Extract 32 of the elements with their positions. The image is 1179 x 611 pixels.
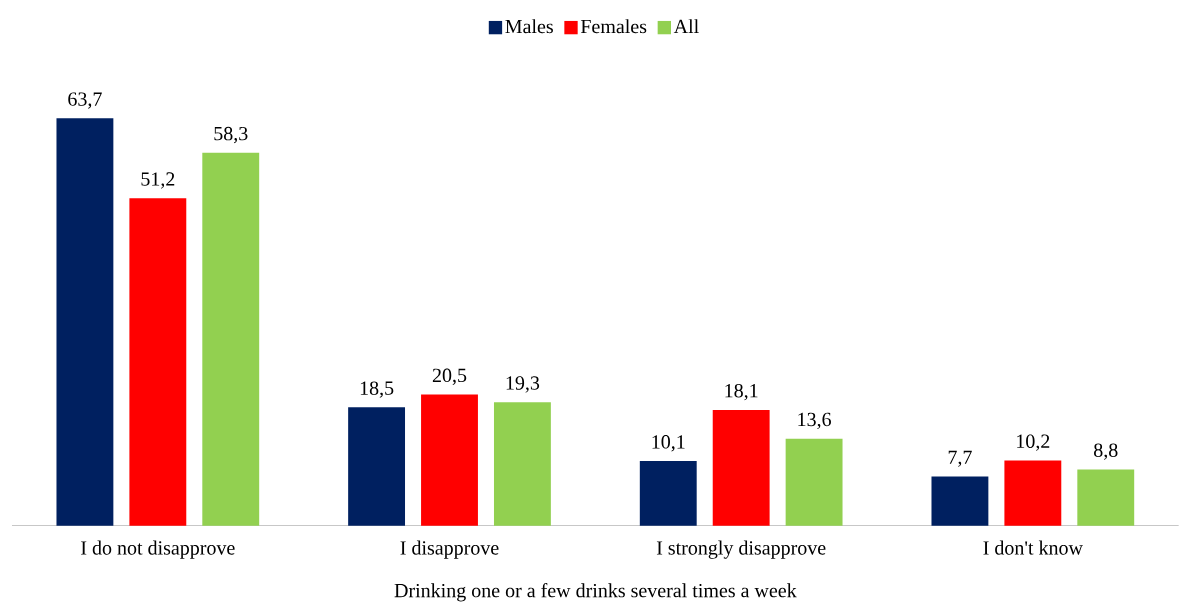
bar (348, 407, 406, 526)
x-axis-title: Drinking one or a few drinks several times a week (394, 583, 797, 602)
x-tick-label: I disapprove (400, 540, 499, 559)
data-label: 13,6 (798, 412, 831, 430)
data-label: 20,5 (432, 368, 467, 385)
bar (1077, 469, 1135, 526)
data-label: 19,3 (506, 376, 540, 393)
data-label: 18,5 (360, 381, 394, 398)
data-label: 8,8 (1094, 443, 1118, 460)
bar (639, 461, 697, 526)
x-tick-label: I don't know (983, 540, 1083, 555)
bar (712, 409, 770, 526)
bar (129, 198, 187, 526)
data-label: 58,3 (214, 126, 248, 144)
data-label: 63,7 (68, 92, 102, 109)
x-tick-label: I do not disapprove (81, 540, 235, 559)
bar (56, 118, 114, 526)
legend-label: Males (505, 19, 553, 34)
bar (421, 394, 478, 526)
data-label: 7,7 (948, 450, 972, 467)
legend-label: All (673, 19, 699, 34)
bar (1004, 460, 1062, 526)
bar (785, 438, 843, 526)
bar (493, 402, 551, 526)
data-label: 18,1 (725, 383, 758, 401)
data-label: 51,2 (141, 172, 175, 189)
x-tick-label: I strongly disapprove (656, 540, 826, 559)
bar (202, 152, 260, 526)
data-label: 10,2 (1017, 434, 1050, 451)
legend-label: Females (580, 19, 647, 34)
data-label: 10,1 (652, 435, 685, 452)
bar (931, 476, 989, 526)
